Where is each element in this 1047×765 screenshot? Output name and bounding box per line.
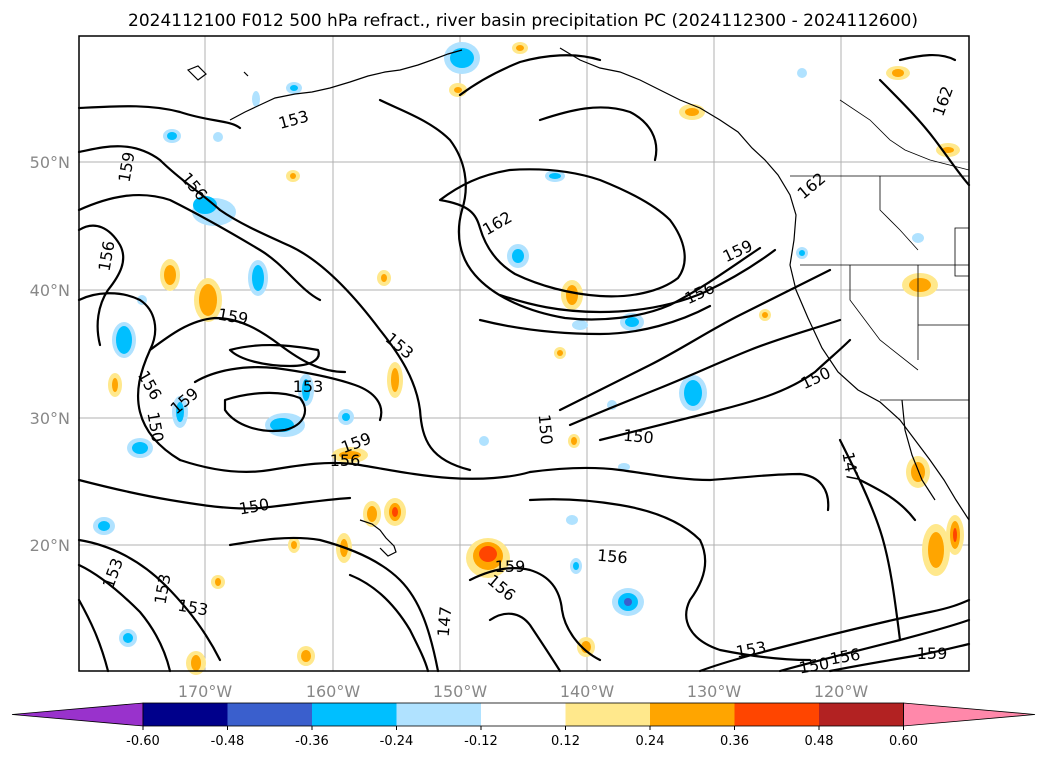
lat-label-30n: 30°N [30,409,70,428]
colorbar-cell [565,703,650,726]
gridlines [79,36,969,671]
map-panel: 153 159 156 156 159 162 159 156 153 153 … [77,35,971,678]
colorbar-tick-label: -0.24 [380,734,414,749]
colorbar-tick-label: -0.60 [126,734,160,749]
colorbar-tick-label: -0.36 [295,734,329,749]
colorbar-tick-label: -0.12 [464,734,498,749]
contour-label: 150 [797,654,830,678]
colorbar-tick-label: -0.48 [211,734,245,749]
colorbar-cell [396,703,481,726]
lat-label-20n: 20°N [30,536,70,555]
latitude-labels: 50°N 40°N 30°N 20°N [30,153,70,555]
precip-shading [93,42,964,675]
lon-label-160w: 160°W [306,682,361,701]
colorbar-tick-label: 0.48 [805,734,834,749]
coastlines [186,47,970,557]
contour-label: 153 [293,377,324,396]
contour-label: 150 [535,413,557,445]
colorbar-extend-low [11,702,144,727]
contour-label: 150 [622,426,654,448]
colorbar: -0.60 -0.48 -0.36 -0.24 -0.12 0.12 0.24 0.36 0.4… [11,702,1036,749]
colorbar-cell [481,703,566,726]
lat-label-50n: 50°N [30,153,70,172]
colorbar-cell [143,703,228,726]
contour-label: 156 [330,451,361,470]
lat-label-40n: 40°N [30,281,70,300]
contour-label: 159 [917,644,948,663]
lon-label-120w: 120°W [814,682,869,701]
longitude-labels: 170°W 160°W 150°W 140°W 130°W 120°W [178,682,869,701]
lon-label-140w: 140°W [560,682,615,701]
colorbar-tick-label: 0.36 [720,734,749,749]
map-frame [78,35,970,672]
colorbar-cell [650,703,735,726]
colorbar-cell [734,703,819,726]
colorbar-cell [227,703,312,726]
contour-label: 159 [495,557,526,576]
colorbar-extend-high [903,702,1036,727]
colorbar-cell [819,703,904,726]
figure-title: 2024112100 F012 500 hPa refract., river … [128,11,918,31]
contour-label: 147 [434,605,456,637]
lon-label-150w: 150°W [433,682,488,701]
lon-label-170w: 170°W [178,682,233,701]
lon-label-130w: 130°W [687,682,742,701]
colorbar-cell [312,703,397,726]
contour-label: 156 [596,546,628,568]
refractivity-contours [77,54,971,673]
colorbar-outline [142,702,904,727]
colorbar-tick-label: 0.12 [551,734,580,749]
colorbar-tick-label: 0.60 [889,734,918,749]
colorbar-tick-label: 0.24 [636,734,665,749]
